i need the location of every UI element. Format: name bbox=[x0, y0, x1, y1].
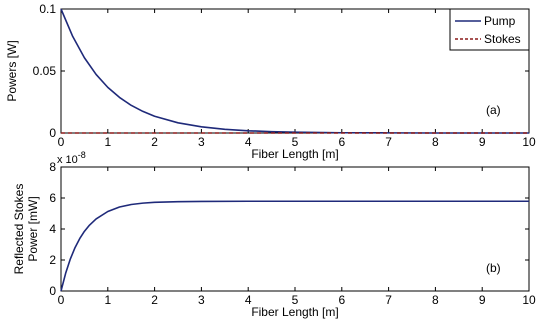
series-lines-b bbox=[60, 200, 529, 292]
x-tick-label-a: 1 bbox=[104, 135, 111, 149]
x-tick-label-b: 9 bbox=[479, 293, 486, 307]
legend: Pump Stokes bbox=[449, 8, 530, 51]
series-lines-a bbox=[60, 8, 529, 134]
y-tick-label-a: 0.05 bbox=[33, 64, 57, 78]
ticks-a: 0 1 2 3 4 5 6 7 8 9 10 0 0.05 0.1 bbox=[33, 2, 536, 149]
y-axis-label-a: Powers [W] bbox=[5, 40, 19, 101]
x-tick-label-a: 0 bbox=[58, 135, 65, 149]
x-tick-label-a: 3 bbox=[198, 135, 205, 149]
subplot-b: 0 1 2 3 4 5 6 7 8 9 10 0 2 4 6 8 Fiber Length [m] Refle… bbox=[12, 150, 536, 319]
y-tick-label-b: 8 bbox=[49, 160, 56, 174]
x-tick-label-a: 7 bbox=[385, 135, 392, 149]
annotation-a: (a) bbox=[486, 103, 501, 117]
x-tick-label-b: 0 bbox=[58, 293, 65, 307]
y-tick-label-b: 0 bbox=[49, 284, 56, 298]
x-axis-label-a: Fiber Length [m] bbox=[251, 147, 338, 161]
x-tick-label-a: 6 bbox=[338, 135, 345, 149]
y-axis-label-b-line2: Power [mW] bbox=[26, 196, 40, 261]
legend-label-stokes: Stokes bbox=[484, 32, 521, 46]
x-tick-label-a: 8 bbox=[432, 135, 439, 149]
x-tick-label-a: 9 bbox=[479, 135, 486, 149]
x-tick-label-b: 5 bbox=[292, 293, 299, 307]
annotation-b: (b) bbox=[486, 261, 501, 275]
x-tick-label-b: 10 bbox=[522, 293, 536, 307]
x-tick-label-a: 5 bbox=[292, 135, 299, 149]
x-tick-label-b: 8 bbox=[432, 293, 439, 307]
x-tick-label-b: 7 bbox=[385, 293, 392, 307]
x-tick-label-b: 2 bbox=[151, 293, 158, 307]
y-tick-label-a: 0.1 bbox=[39, 2, 56, 16]
series-line-b-0 bbox=[60, 200, 529, 292]
y-axis-exponent-power: -8 bbox=[78, 150, 86, 160]
y-axis-exponent: x 10-8 bbox=[57, 150, 86, 166]
legend-label-pump: Pump bbox=[484, 14, 516, 28]
x-tick-label-a: 4 bbox=[245, 135, 252, 149]
y-axis-label-b-line1: Reflected Stokes bbox=[12, 184, 26, 275]
y-tick-label-a: 0 bbox=[49, 126, 56, 140]
series-line-a-pump bbox=[60, 8, 529, 134]
y-tick-label-b: 4 bbox=[49, 222, 56, 236]
legend-box bbox=[449, 8, 530, 51]
ticks-b: 0 1 2 3 4 5 6 7 8 9 10 0 2 4 6 8 bbox=[49, 160, 536, 307]
x-tick-label-a: 10 bbox=[522, 135, 536, 149]
x-tick-label-b: 6 bbox=[338, 293, 345, 307]
x-tick-label-b: 1 bbox=[104, 293, 111, 307]
y-tick-label-b: 6 bbox=[49, 191, 56, 205]
x-axis-label-b: Fiber Length [m] bbox=[251, 305, 338, 319]
y-tick-label-b: 2 bbox=[49, 253, 56, 267]
y-axis-exponent-base: x 10 bbox=[57, 154, 78, 166]
x-tick-label-b: 3 bbox=[198, 293, 205, 307]
plot-frame-b bbox=[60, 166, 530, 292]
x-tick-label-a: 2 bbox=[151, 135, 158, 149]
subplot-a: 0 1 2 3 4 5 6 7 8 9 10 0 0.05 0.1 Fiber Length [m] Po… bbox=[5, 2, 536, 161]
x-tick-label-b: 4 bbox=[245, 293, 252, 307]
